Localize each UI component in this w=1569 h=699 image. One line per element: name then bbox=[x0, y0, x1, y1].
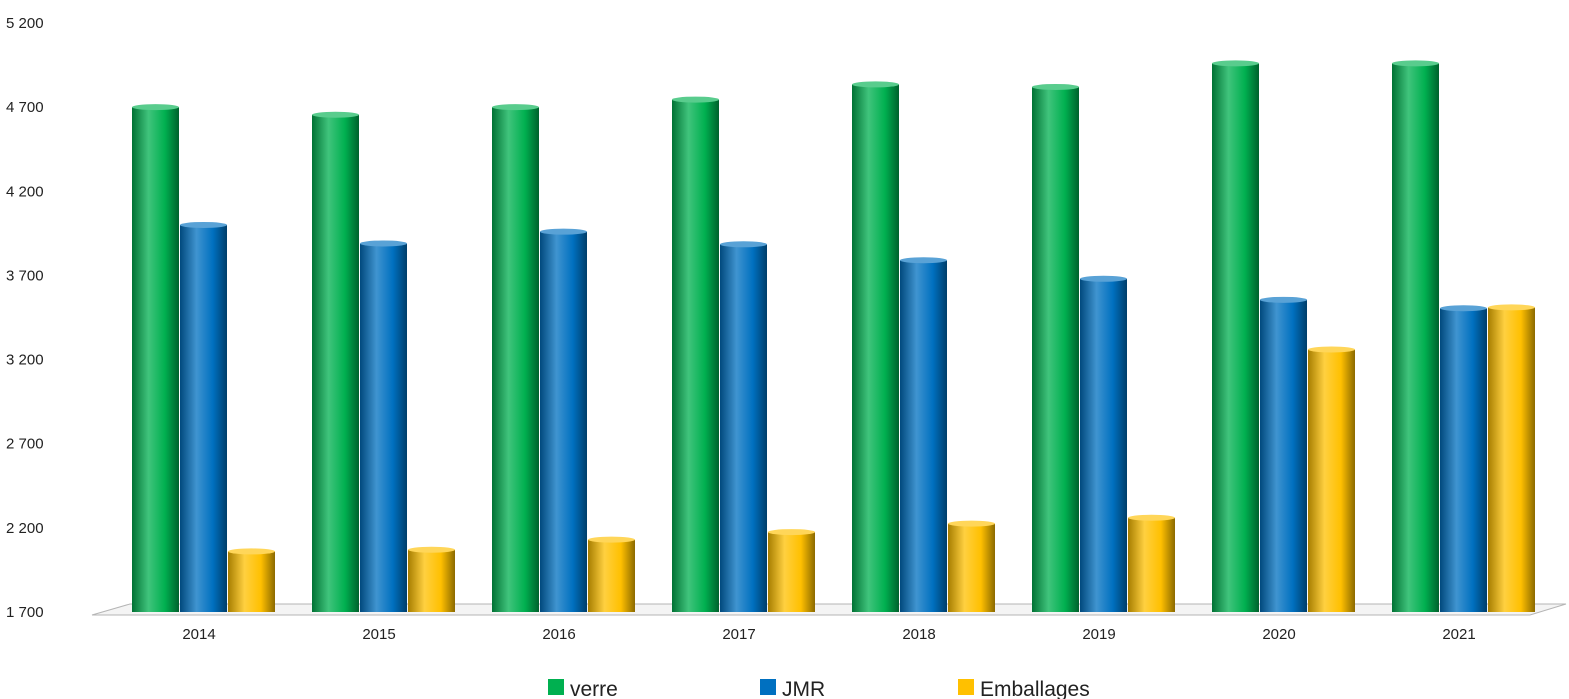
x-tick-label: 2016 bbox=[542, 626, 575, 643]
legend-label: Emballages bbox=[980, 678, 1090, 699]
bar-verre-2019 bbox=[1032, 84, 1079, 612]
y-tick-label: 2 200 bbox=[6, 520, 44, 537]
bar-verre-2018 bbox=[852, 81, 899, 612]
bar-emballages-2014 bbox=[228, 548, 275, 612]
x-tick-label: 2018 bbox=[902, 626, 935, 643]
legend-item-emballages: Emballages bbox=[958, 678, 1090, 699]
bar-emballages-2018 bbox=[948, 521, 995, 612]
bar-jmr-2021 bbox=[1440, 305, 1487, 612]
bar-verre-2020 bbox=[1212, 60, 1259, 612]
bar-jmr-2014 bbox=[180, 222, 227, 612]
legend-swatch bbox=[548, 679, 564, 695]
bar-emballages-2015 bbox=[408, 547, 455, 612]
x-tick-label: 2017 bbox=[722, 626, 755, 643]
x-axis: 2014 2015 2016 2017 2018 2019 2020 2021 bbox=[182, 626, 1475, 643]
bar-jmr-2019 bbox=[1080, 276, 1127, 612]
legend-swatch bbox=[958, 679, 974, 695]
bar-emballages-2017 bbox=[768, 529, 815, 612]
bar-verre-2014 bbox=[132, 104, 179, 612]
bar-jmr-2020 bbox=[1260, 297, 1307, 612]
bar-emballages-2021 bbox=[1488, 304, 1535, 612]
y-tick-label: 3 200 bbox=[6, 352, 44, 369]
bar-jmr-2015 bbox=[360, 240, 407, 612]
bar-emballages-2016 bbox=[588, 537, 635, 612]
legend-label: JMR bbox=[782, 678, 825, 699]
x-tick-label: 2020 bbox=[1262, 626, 1295, 643]
bar-verre-2021 bbox=[1392, 60, 1439, 612]
legend-item-verre: verre bbox=[548, 678, 618, 699]
legend-swatch bbox=[760, 679, 776, 695]
bar-emballages-2019 bbox=[1128, 515, 1175, 612]
legend-item-jmr: JMR bbox=[760, 678, 825, 699]
y-tick-label: 4 700 bbox=[6, 99, 44, 116]
x-tick-label: 2019 bbox=[1082, 626, 1115, 643]
y-tick-label: 1 700 bbox=[6, 604, 44, 621]
bars bbox=[132, 60, 1535, 612]
bar-jmr-2016 bbox=[540, 229, 587, 612]
x-tick-label: 2014 bbox=[182, 626, 215, 643]
x-tick-label: 2021 bbox=[1442, 626, 1475, 643]
y-tick-label: 2 700 bbox=[6, 436, 44, 453]
y-tick-label: 5 200 bbox=[6, 15, 44, 32]
y-axis: 1 700 2 200 2 700 3 200 3 700 4 200 4 700 5 200 bbox=[6, 15, 44, 621]
bar-jmr-2018 bbox=[900, 257, 947, 612]
bar-verre-2017 bbox=[672, 97, 719, 612]
bar-verre-2015 bbox=[312, 112, 359, 612]
y-tick-label: 3 700 bbox=[6, 267, 44, 284]
x-tick-label: 2015 bbox=[362, 626, 395, 643]
y-tick-label: 4 200 bbox=[6, 183, 44, 200]
bar-verre-2016 bbox=[492, 104, 539, 612]
bar-emballages-2020 bbox=[1308, 346, 1355, 612]
legend: verre JMR Emballages bbox=[548, 678, 1090, 699]
bar-jmr-2017 bbox=[720, 241, 767, 612]
legend-label: verre bbox=[570, 678, 618, 699]
